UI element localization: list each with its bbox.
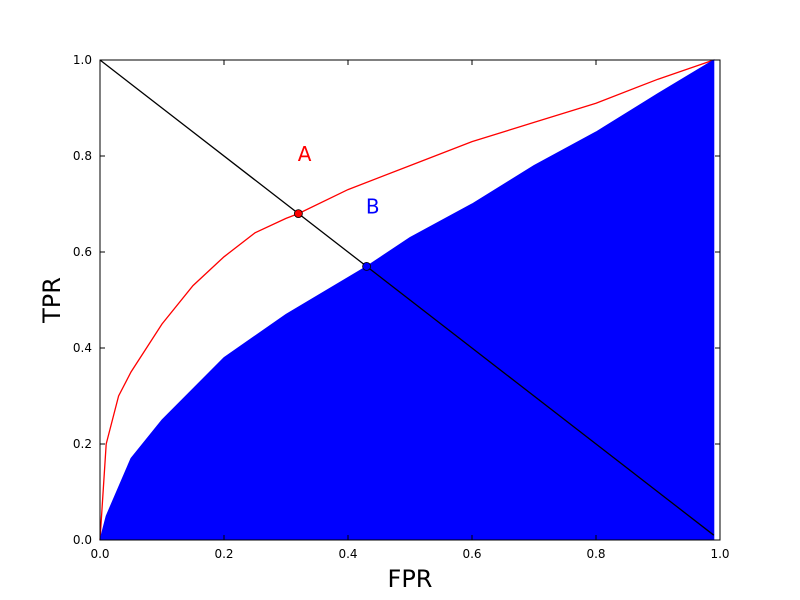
plot-area: AB [99,59,721,541]
y-axis-label: TPR [38,277,66,324]
x-tick-label: 0.2 [214,547,233,561]
plot-frame [99,59,721,541]
x-axis: 0.0 0.2 0.4 0.6 0.8 1.0 [90,60,730,561]
x-tick-label: 1.0 [710,547,729,561]
series-0-line [99,59,715,541]
y-tick-label: 0.0 [73,533,92,547]
annotation-a: A [298,142,312,166]
x-axis-label: FPR [388,565,433,593]
marker-b [362,261,372,271]
marker-a [293,209,303,219]
y-tick-label: 0.4 [73,341,92,355]
series-1-area [99,59,715,541]
y-axis: 0.0 0.2 0.4 0.6 0.8 1.0 [73,53,720,547]
x-tick-label: 0.0 [90,547,109,561]
x-tick-label: 0.8 [586,547,605,561]
annotation-b: B [366,195,380,219]
series-2-line [99,59,715,536]
y-tick-label: 1.0 [73,53,92,67]
y-tick-label: 0.8 [73,149,92,163]
x-tick-label: 0.4 [338,547,357,561]
y-tick-label: 0.6 [73,245,92,259]
x-tick-label: 0.6 [462,547,481,561]
y-tick-label: 0.2 [73,437,92,451]
